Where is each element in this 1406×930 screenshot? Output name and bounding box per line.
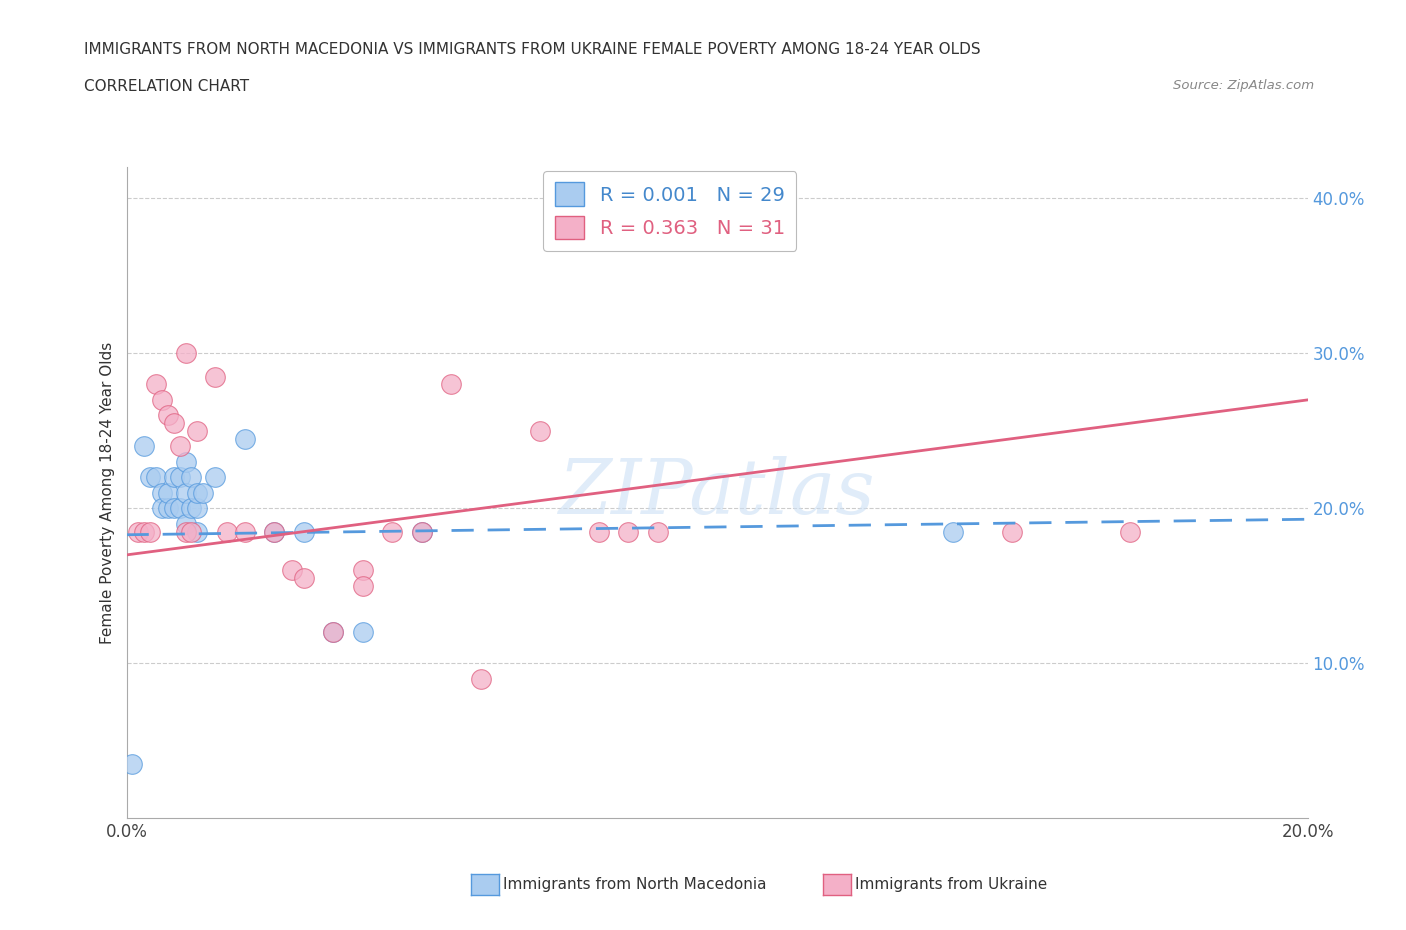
Point — [174, 346, 197, 361]
Point — [169, 439, 191, 454]
Point — [163, 416, 186, 431]
Point — [588, 525, 610, 539]
Point — [322, 625, 344, 640]
Point — [180, 501, 202, 516]
Point — [174, 516, 197, 531]
Point — [174, 455, 197, 470]
Point — [145, 377, 167, 392]
Point — [352, 625, 374, 640]
Point — [411, 525, 433, 539]
Point — [121, 757, 143, 772]
Text: IMMIGRANTS FROM NORTH MACEDONIA VS IMMIGRANTS FROM UKRAINE FEMALE POVERTY AMONG : IMMIGRANTS FROM NORTH MACEDONIA VS IMMIG… — [84, 42, 981, 57]
Point — [163, 470, 186, 485]
Point — [139, 525, 162, 539]
Point — [263, 525, 285, 539]
Point — [139, 470, 162, 485]
Point — [145, 470, 167, 485]
Point — [156, 408, 179, 423]
Point — [292, 525, 315, 539]
Point — [186, 485, 208, 500]
Point — [174, 525, 197, 539]
Point — [204, 369, 226, 384]
Point — [150, 392, 173, 407]
Point — [180, 470, 202, 485]
Point — [156, 485, 179, 500]
Point — [381, 525, 404, 539]
Point — [150, 501, 173, 516]
Point — [352, 563, 374, 578]
Point — [470, 671, 492, 686]
Point — [193, 485, 215, 500]
Point — [411, 525, 433, 539]
Point — [322, 625, 344, 640]
Point — [263, 525, 285, 539]
Point — [127, 525, 149, 539]
Point — [134, 439, 156, 454]
Legend: R = 0.001   N = 29, R = 0.363   N = 31: R = 0.001 N = 29, R = 0.363 N = 31 — [543, 170, 796, 251]
Y-axis label: Female Poverty Among 18-24 Year Olds: Female Poverty Among 18-24 Year Olds — [100, 342, 115, 644]
Point — [292, 571, 315, 586]
Point — [186, 501, 208, 516]
Point — [233, 525, 256, 539]
Point — [352, 578, 374, 593]
Point — [169, 501, 191, 516]
Point — [529, 423, 551, 438]
Point — [281, 563, 304, 578]
Text: CORRELATION CHART: CORRELATION CHART — [84, 79, 249, 94]
Point — [156, 501, 179, 516]
Point — [169, 470, 191, 485]
Point — [233, 432, 256, 446]
Point — [617, 525, 640, 539]
Point — [186, 423, 208, 438]
Text: ZIPatlas: ZIPatlas — [558, 456, 876, 530]
Point — [204, 470, 226, 485]
Point — [174, 485, 197, 500]
Point — [186, 525, 208, 539]
Point — [647, 525, 669, 539]
Point — [1001, 525, 1024, 539]
Point — [150, 485, 173, 500]
Point — [180, 525, 202, 539]
Point — [215, 525, 238, 539]
Text: Immigrants from Ukraine: Immigrants from Ukraine — [855, 877, 1047, 892]
Point — [1119, 525, 1142, 539]
Point — [440, 377, 463, 392]
Point — [134, 525, 156, 539]
Text: Immigrants from North Macedonia: Immigrants from North Macedonia — [503, 877, 766, 892]
Text: Source: ZipAtlas.com: Source: ZipAtlas.com — [1174, 79, 1315, 92]
Point — [163, 501, 186, 516]
Point — [942, 525, 965, 539]
